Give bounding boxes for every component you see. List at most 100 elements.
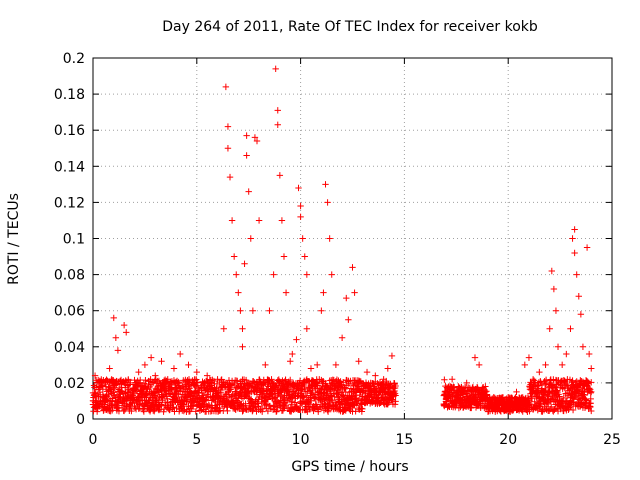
roti-point xyxy=(355,396,362,404)
roti-point xyxy=(140,408,148,415)
roti-point xyxy=(258,405,266,413)
roti-point xyxy=(560,394,567,402)
roti-point xyxy=(175,379,182,387)
roti-point xyxy=(356,378,363,386)
roti-point xyxy=(569,399,577,407)
roti-point xyxy=(372,372,379,379)
roti-point xyxy=(135,368,142,376)
roti-point xyxy=(326,235,333,242)
roti-point xyxy=(301,382,308,390)
roti-point xyxy=(482,383,489,390)
roti-point xyxy=(289,350,296,358)
roti-point xyxy=(255,217,263,224)
roti-point xyxy=(557,382,565,389)
x-tick-label: 10 xyxy=(292,432,310,448)
roti-point xyxy=(185,361,192,369)
roti-point xyxy=(100,394,107,401)
roti-point xyxy=(563,380,570,388)
roti-point xyxy=(314,361,321,369)
roti-point xyxy=(550,285,558,293)
roti-point xyxy=(538,381,546,389)
roti-point xyxy=(573,271,580,278)
roti-point xyxy=(194,379,202,386)
roti-point xyxy=(351,289,358,296)
roti-point xyxy=(391,401,399,408)
roti-point xyxy=(192,408,199,415)
roti-point xyxy=(257,406,264,414)
roti-point xyxy=(526,407,533,415)
roti-point xyxy=(587,403,594,410)
y-tick-label: 0.04 xyxy=(54,340,85,356)
x-tick-label: 20 xyxy=(499,432,517,448)
roti-point xyxy=(112,334,120,341)
roti-point xyxy=(320,289,327,296)
roti-point xyxy=(152,376,159,383)
x-axis-label: GPS time / hours xyxy=(291,459,408,475)
roti-point xyxy=(128,407,135,415)
roti-point xyxy=(127,379,134,387)
roti-point xyxy=(193,376,200,383)
roti-point xyxy=(549,407,557,414)
roti-point xyxy=(188,405,195,413)
roti-point xyxy=(444,402,452,409)
y-tick-label: 0.12 xyxy=(54,195,85,211)
roti-point xyxy=(287,358,294,365)
roti-point xyxy=(243,132,250,139)
roti-point xyxy=(186,385,193,392)
roti-point xyxy=(536,394,543,402)
roti-point xyxy=(224,407,231,415)
y-tick-label: 0 xyxy=(76,412,85,428)
roti-point xyxy=(164,395,171,402)
roti-point xyxy=(388,352,396,360)
roti-point xyxy=(274,121,281,128)
roti-point xyxy=(303,271,311,278)
roti-point xyxy=(537,401,545,408)
roti-point xyxy=(581,391,588,399)
roti-point xyxy=(580,391,587,398)
y-tick-label: 0.06 xyxy=(54,304,85,320)
roti-point xyxy=(224,145,232,152)
roti-point xyxy=(299,235,306,242)
grid-lines xyxy=(93,58,612,419)
roti-point xyxy=(569,406,577,414)
roti-point xyxy=(268,376,275,383)
x-tick-label: 25 xyxy=(603,432,621,448)
roti-point xyxy=(226,173,234,181)
roti-point xyxy=(295,184,302,192)
roti-point xyxy=(505,394,512,401)
roti-point xyxy=(142,376,149,384)
roti-point xyxy=(266,307,273,314)
roti-point xyxy=(569,235,576,242)
y-tick-label: 0.02 xyxy=(54,376,85,392)
roti-point xyxy=(110,385,117,392)
roti-point xyxy=(239,343,246,350)
roti-point xyxy=(214,376,221,383)
roti-point xyxy=(222,83,230,91)
roti-point xyxy=(170,365,178,372)
roti-point xyxy=(114,347,122,354)
roti-point xyxy=(303,325,311,332)
roti-point xyxy=(329,396,336,404)
roti-point xyxy=(158,358,165,365)
roti-point xyxy=(571,226,578,233)
roti-point xyxy=(390,391,398,398)
roti-point xyxy=(272,65,279,73)
roti-point xyxy=(91,372,99,379)
roti-point xyxy=(228,217,236,224)
roti-point xyxy=(93,408,101,415)
roti-point xyxy=(235,289,242,296)
roti-point xyxy=(135,401,143,408)
roti-point xyxy=(341,385,348,393)
roti-point xyxy=(546,325,553,332)
roti-point xyxy=(579,343,587,350)
roti-point xyxy=(278,217,286,224)
roti-point xyxy=(588,365,595,372)
roti-point xyxy=(241,260,248,267)
roti-point xyxy=(542,387,549,394)
roti-point xyxy=(157,401,165,408)
roti-point xyxy=(202,397,210,404)
roti-point xyxy=(210,377,218,385)
roti-point xyxy=(287,376,294,384)
roti-point xyxy=(569,394,576,402)
roti-point xyxy=(384,365,391,372)
